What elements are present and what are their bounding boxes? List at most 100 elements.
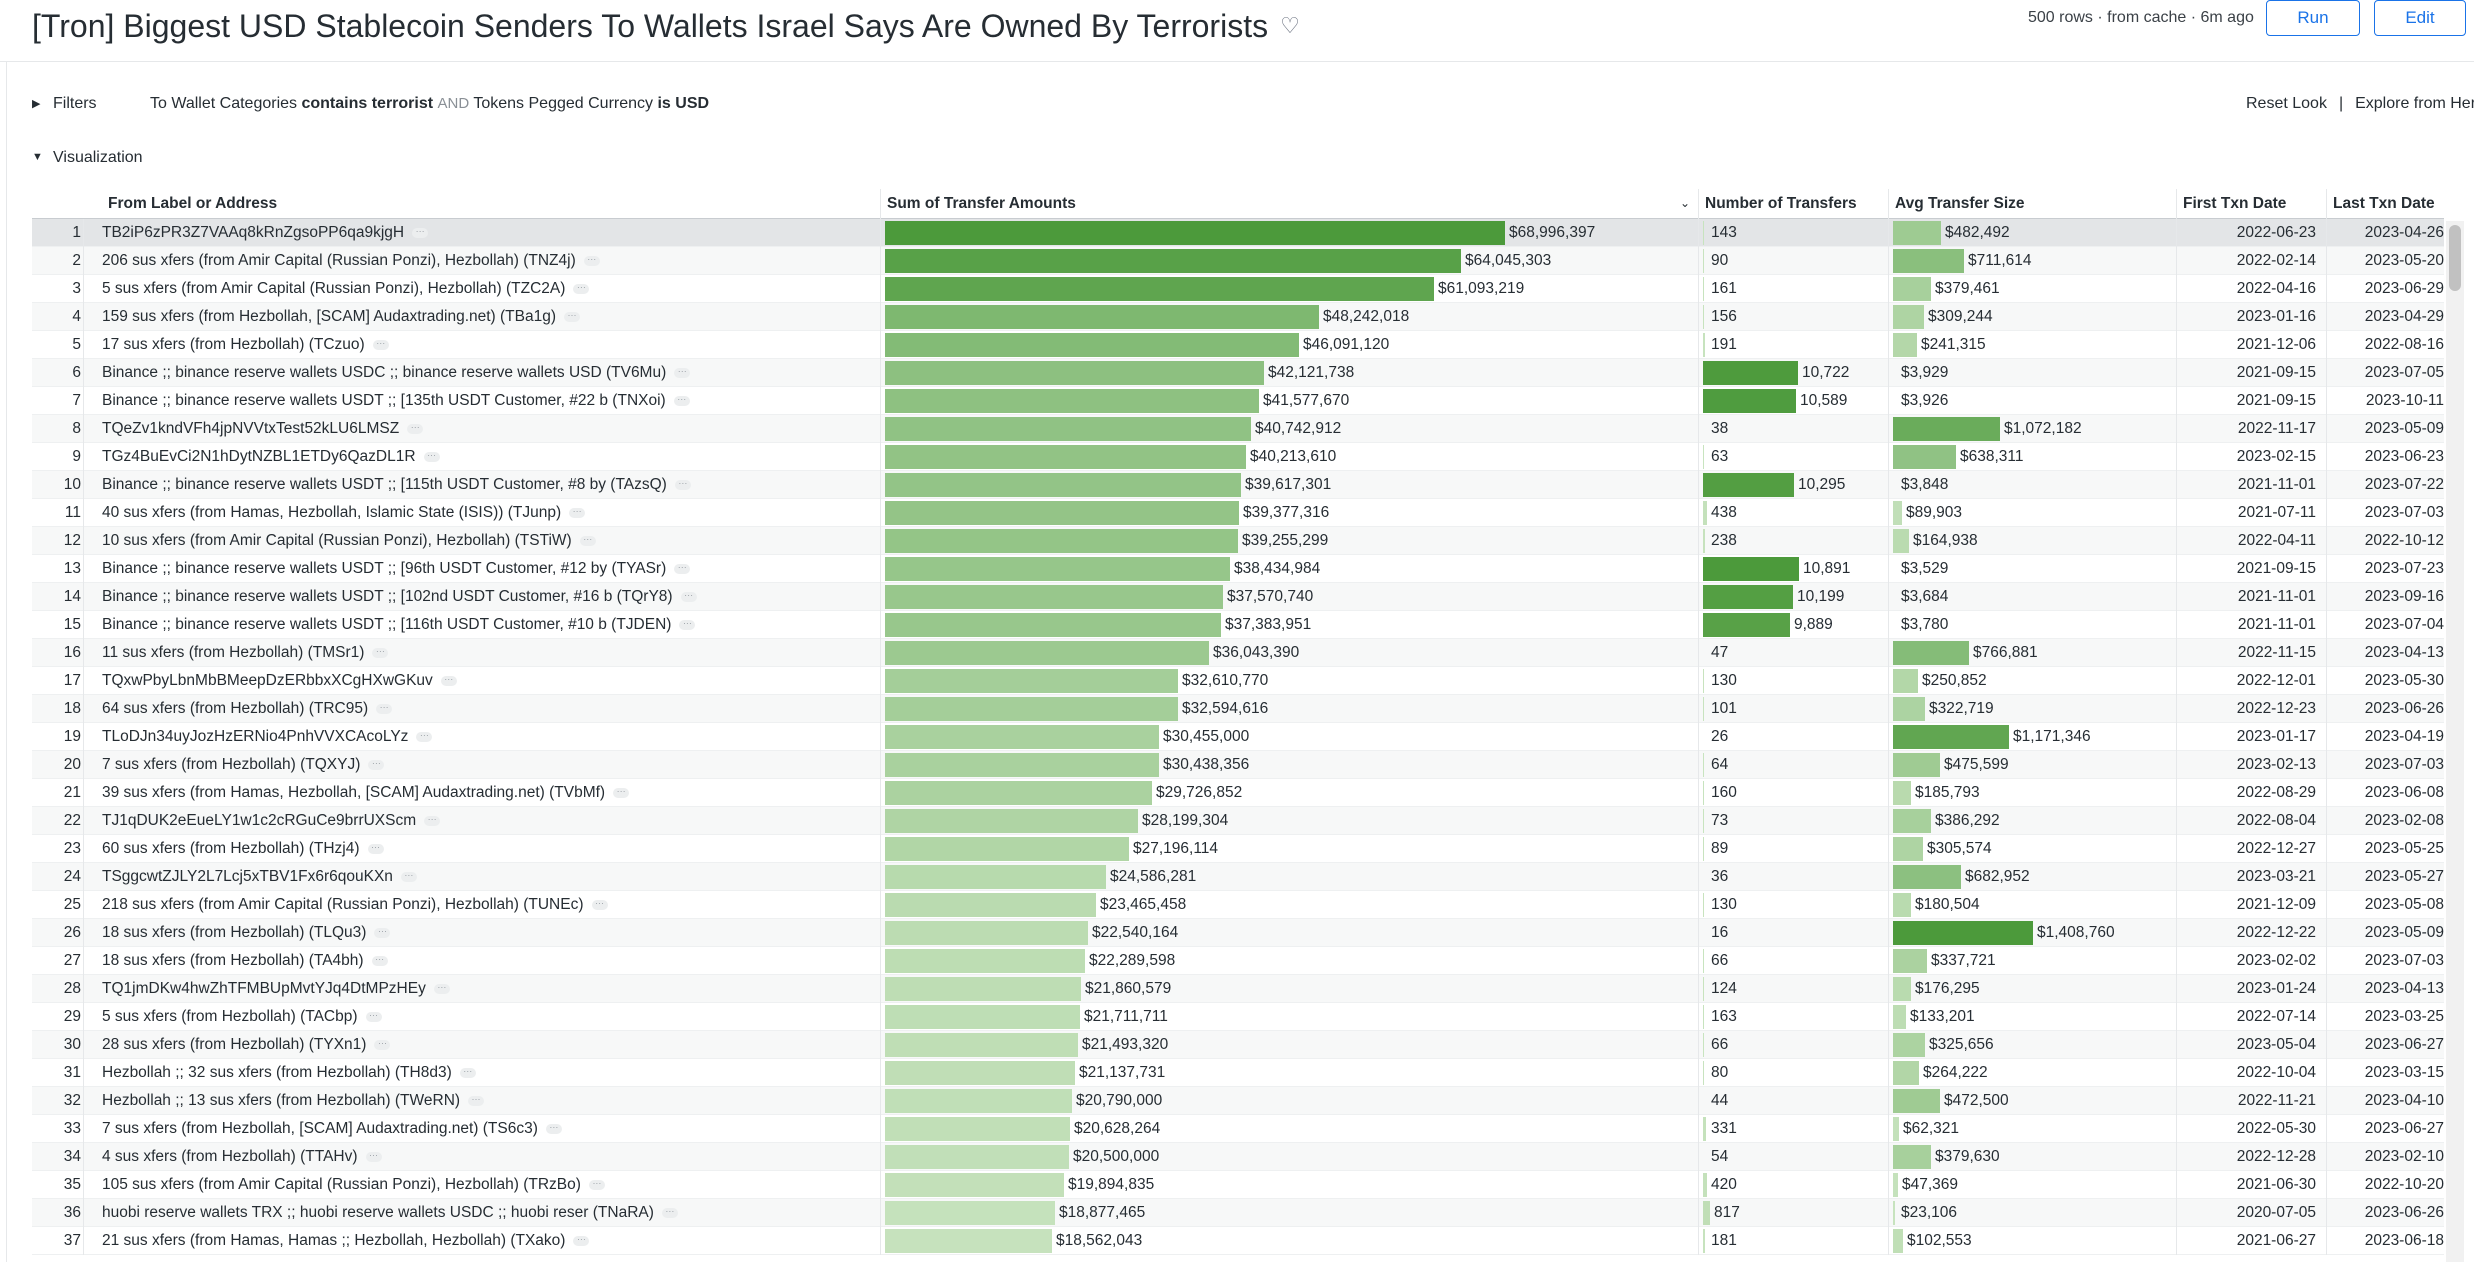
from-label-cell[interactable]: 39 sus xfers (from Hamas, Hezbollah, [SC… [102, 779, 902, 807]
from-label-cell[interactable]: TQxwPbyLbnMbBMeepDzERbbxXCgHXwGKuv ··· [102, 667, 902, 695]
header-number-of-transfers[interactable]: Number of Transfers [1698, 189, 1888, 219]
table-row[interactable]: 29 5 sus xfers (from Hezbollah) (TACbp) ··… [32, 1003, 2444, 1031]
more-options-icon[interactable]: ··· [573, 282, 590, 294]
caret-right-icon[interactable]: ▶ [32, 98, 41, 110]
sort-desc-icon[interactable]: ⌄ [1679, 196, 1690, 210]
table-row[interactable]: 4 159 sus xfers (from Hezbollah, [SCAM] A… [32, 303, 2444, 331]
from-label-cell[interactable]: 206 sus xfers (from Amir Capital (Russia… [102, 247, 902, 275]
more-options-icon[interactable]: ··· [679, 618, 696, 630]
table-row[interactable]: 30 28 sus xfers (from Hezbollah) (TYXn1) ·… [32, 1031, 2444, 1059]
table-row[interactable]: 32 Hezbollah ;; 13 sus xfers (from Hezbol… [32, 1087, 2444, 1115]
from-label-cell[interactable]: TJ1qDUK2eEueLY1w1c2cRGuCe9brrUXScm ··· [102, 807, 902, 835]
from-label-cell[interactable]: 218 sus xfers (from Amir Capital (Russia… [102, 891, 902, 919]
table-row[interactable]: 27 18 sus xfers (from Hezbollah) (TA4bh) ·… [32, 947, 2444, 975]
from-label-cell[interactable]: 159 sus xfers (from Hezbollah, [SCAM] Au… [102, 303, 902, 331]
table-row[interactable]: 20 7 sus xfers (from Hezbollah) (TQXYJ) ··… [32, 751, 2444, 779]
from-label-cell[interactable]: TQeZv1kndVFh4jpNVVtxTest52kLU6LMSZ ··· [102, 415, 902, 443]
scrollbar-thumb[interactable] [2449, 225, 2461, 291]
from-label-cell[interactable]: 60 sus xfers (from Hezbollah) (THzj4) ··· [102, 835, 902, 863]
table-row[interactable]: 35 105 sus xfers (from Amir Capital (Russ… [32, 1171, 2444, 1199]
more-options-icon[interactable]: ··· [368, 758, 385, 770]
from-label-cell[interactable]: Hezbollah ;; 13 sus xfers (from Hezbolla… [102, 1087, 902, 1115]
visualization-toggle[interactable]: Visualization [53, 149, 143, 166]
header-avg-transfer-size[interactable]: Avg Transfer Size [1888, 189, 2176, 219]
from-label-cell[interactable]: 4 sus xfers (from Hezbollah) (TTAHv) ··· [102, 1143, 902, 1171]
table-row[interactable]: 6 Binance ;; binance reserve wallets USDC… [32, 359, 2444, 387]
table-row[interactable]: 23 60 sus xfers (from Hezbollah) (THzj4) ·… [32, 835, 2444, 863]
more-options-icon[interactable]: ··· [583, 254, 600, 266]
from-label-cell[interactable]: 18 sus xfers (from Hezbollah) (TLQu3) ··· [102, 919, 902, 947]
header-sum-transfer-amounts[interactable]: Sum of Transfer Amounts ⌄ [880, 189, 1698, 219]
from-label-cell[interactable]: 7 sus xfers (from Hezbollah, [SCAM] Auda… [102, 1115, 902, 1143]
more-options-icon[interactable]: ··· [424, 814, 441, 826]
table-row[interactable]: 18 64 sus xfers (from Hezbollah) (TRC95) ·… [32, 695, 2444, 723]
from-label-cell[interactable]: 105 sus xfers (from Amir Capital (Russia… [102, 1171, 902, 1199]
from-label-cell[interactable]: Binance ;; binance reserve wallets USDT … [102, 583, 902, 611]
from-label-cell[interactable]: Binance ;; binance reserve wallets USDT … [102, 555, 902, 583]
more-options-icon[interactable]: ··· [374, 1038, 391, 1050]
header-first-txn-date[interactable]: First Txn Date [2176, 189, 2326, 219]
from-label-cell[interactable]: 5 sus xfers (from Amir Capital (Russian … [102, 275, 902, 303]
more-options-icon[interactable]: ··· [680, 590, 697, 602]
more-options-icon[interactable]: ··· [440, 674, 457, 686]
more-options-icon[interactable]: ··· [674, 562, 691, 574]
table-row[interactable]: 34 4 sus xfers (from Hezbollah) (TTAHv) ··… [32, 1143, 2444, 1171]
vertical-scrollbar[interactable] [2446, 221, 2464, 1262]
from-label-cell[interactable]: 40 sus xfers (from Hamas, Hezbollah, Isl… [102, 499, 902, 527]
from-label-cell[interactable]: huobi reserve wallets TRX ;; huobi reser… [102, 1199, 902, 1227]
more-options-icon[interactable]: ··· [674, 366, 691, 378]
from-label-cell[interactable]: Binance ;; binance reserve wallets USDC … [102, 359, 902, 387]
table-row[interactable]: 12 10 sus xfers (from Amir Capital (Russi… [32, 527, 2444, 555]
from-label-cell[interactable]: Hezbollah ;; 32 sus xfers (from Hezbolla… [102, 1059, 902, 1087]
more-options-icon[interactable]: ··· [613, 786, 630, 798]
more-options-icon[interactable]: ··· [374, 926, 391, 938]
from-label-cell[interactable]: 64 sus xfers (from Hezbollah) (TRC95) ··· [102, 695, 902, 723]
heart-icon[interactable]: ♡ [1280, 13, 1300, 38]
table-row[interactable]: 8 TQeZv1kndVFh4jpNVVtxTest52kLU6LMSZ ··· $4… [32, 415, 2444, 443]
more-options-icon[interactable]: ··· [367, 842, 384, 854]
more-options-icon[interactable]: ··· [407, 422, 424, 434]
run-button[interactable]: Run [2266, 0, 2360, 36]
from-label-cell[interactable]: 21 sus xfers (from Hamas, Hamas ;; Hezbo… [102, 1227, 902, 1255]
more-options-icon[interactable]: ··· [564, 310, 581, 322]
table-row[interactable]: 37 21 sus xfers (from Hamas, Hamas ;; Hez… [32, 1227, 2444, 1255]
from-label-cell[interactable]: 17 sus xfers (from Hezbollah) (TCzuo) ··· [102, 331, 902, 359]
table-row[interactable]: 17 TQxwPbyLbnMbBMeepDzERbbxXCgHXwGKuv ··· $… [32, 667, 2444, 695]
table-row[interactable]: 36 huobi reserve wallets TRX ;; huobi res… [32, 1199, 2444, 1227]
table-row[interactable]: 21 39 sus xfers (from Hamas, Hezbollah, [… [32, 779, 2444, 807]
more-options-icon[interactable]: ··· [423, 450, 440, 462]
more-options-icon[interactable]: ··· [591, 898, 608, 910]
more-options-icon[interactable]: ··· [459, 1066, 476, 1078]
table-row[interactable]: 5 17 sus xfers (from Hezbollah) (TCzuo) ··… [32, 331, 2444, 359]
more-options-icon[interactable]: ··· [371, 954, 388, 966]
table-row[interactable]: 14 Binance ;; binance reserve wallets USD… [32, 583, 2444, 611]
table-row[interactable]: 16 11 sus xfers (from Hezbollah) (TMSr1) ·… [32, 639, 2444, 667]
from-label-cell[interactable]: 10 sus xfers (from Amir Capital (Russian… [102, 527, 902, 555]
table-row[interactable]: 11 40 sus xfers (from Hamas, Hezbollah, I… [32, 499, 2444, 527]
more-options-icon[interactable]: ··· [365, 1150, 382, 1162]
from-label-cell[interactable]: TSggcwtZJLY2L7Lcj5xTBV1Fx6r6qouKXn ··· [102, 863, 902, 891]
more-options-icon[interactable]: ··· [372, 646, 389, 658]
table-row[interactable]: 19 TLoDJn34uyJozHzERNio4PnhVVXCAcoLYz ··· $… [32, 723, 2444, 751]
from-label-cell[interactable]: 7 sus xfers (from Hezbollah) (TQXYJ) ··· [102, 751, 902, 779]
more-options-icon[interactable]: ··· [674, 478, 691, 490]
from-label-cell[interactable]: TB2iP6zPR3Z7VAAq8kRnZgsoPP6qa9kjgH ··· [102, 219, 902, 247]
table-row[interactable]: 28 TQ1jmDKw4hwZhTFMBUpMvtYJq4DtMPzHEy ··· $… [32, 975, 2444, 1003]
reset-look-link[interactable]: Reset Look [2246, 95, 2327, 112]
table-row[interactable]: 25 218 sus xfers (from Amir Capital (Russ… [32, 891, 2444, 919]
header-from-label[interactable]: From Label or Address [108, 195, 278, 212]
more-options-icon[interactable]: ··· [588, 1178, 605, 1190]
caret-down-icon[interactable]: ▼ [32, 151, 43, 163]
more-options-icon[interactable]: ··· [569, 506, 586, 518]
from-label-cell[interactable]: Binance ;; binance reserve wallets USDT … [102, 387, 902, 415]
table-row[interactable]: 13 Binance ;; binance reserve wallets USD… [32, 555, 2444, 583]
from-label-cell[interactable]: Binance ;; binance reserve wallets USDT … [102, 611, 902, 639]
header-last-txn-date[interactable]: Last Txn Date [2326, 189, 2444, 219]
more-options-icon[interactable]: ··· [661, 1206, 678, 1218]
more-options-icon[interactable]: ··· [400, 870, 417, 882]
more-options-icon[interactable]: ··· [579, 534, 596, 546]
table-row[interactable]: 3 5 sus xfers (from Amir Capital (Russian… [32, 275, 2444, 303]
table-row[interactable]: 2 206 sus xfers (from Amir Capital (Russi… [32, 247, 2444, 275]
from-label-cell[interactable]: 18 sus xfers (from Hezbollah) (TA4bh) ··· [102, 947, 902, 975]
more-options-icon[interactable]: ··· [365, 1010, 382, 1022]
